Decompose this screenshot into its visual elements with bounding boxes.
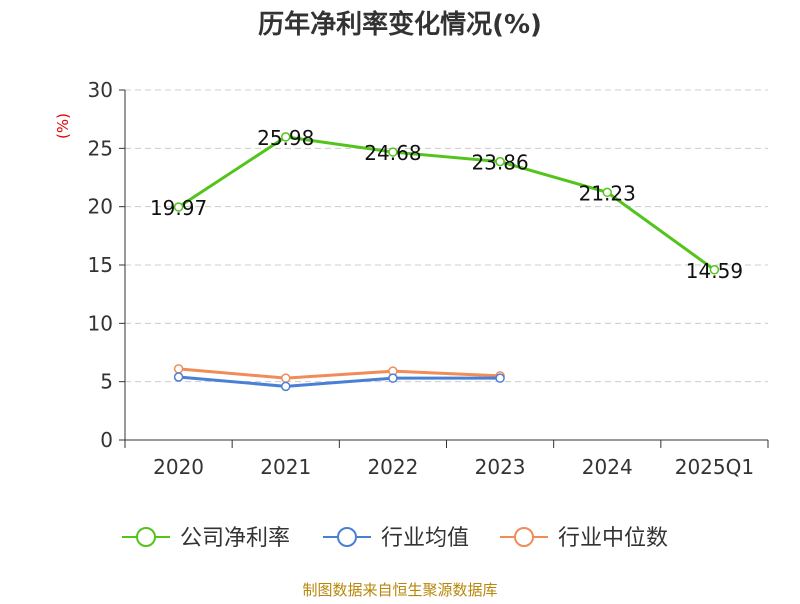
legend-label: 行业中位数 xyxy=(558,526,668,551)
x-tick-label: 2020 xyxy=(153,455,204,479)
grid-lines xyxy=(125,89,768,383)
data-point xyxy=(173,202,184,212)
data-label: 14.59 xyxy=(686,259,743,283)
axes: 0 5 10 15 20 25 30 2020 2021 2022 2023 2024 2025Q1 xyxy=(88,78,769,479)
chart-title: 历年净利率变化情况(%) xyxy=(258,9,542,40)
data-point xyxy=(388,373,398,383)
series-line-2 xyxy=(178,367,501,380)
legend-marker xyxy=(337,527,357,547)
data-label: 19.97 xyxy=(150,196,207,220)
source-note: 制图数据来自恒生聚源数据库 xyxy=(302,581,497,599)
data-point xyxy=(281,373,291,383)
legend: 公司净利率 行业均值 行业中位数 xyxy=(122,526,668,551)
y-tick-label: 30 xyxy=(88,78,113,102)
y-axis-unit: (%) xyxy=(54,113,72,139)
data-label: 23.86 xyxy=(471,151,528,175)
x-tick-label: 2025Q1 xyxy=(675,455,754,479)
data-label: 25.98 xyxy=(257,126,314,150)
y-tick-label: 20 xyxy=(88,195,113,219)
data-point xyxy=(495,156,505,167)
y-tick-label: 25 xyxy=(88,136,113,160)
data-label: 24.68 xyxy=(364,141,421,165)
legend-label: 公司净利率 xyxy=(180,526,290,551)
y-tick-label: 10 xyxy=(88,311,113,335)
data-point xyxy=(173,372,184,382)
y-tick-label: 0 xyxy=(100,428,113,452)
data-labels: 19.97 25.98 24.68 23.86 21.23 14.59 xyxy=(150,126,743,283)
data-point xyxy=(281,381,291,392)
data-point xyxy=(495,373,505,383)
x-tick-label: 2024 xyxy=(582,455,633,479)
x-tick-label: 2022 xyxy=(367,455,418,479)
data-label: 21.23 xyxy=(579,181,636,205)
data-point xyxy=(173,364,184,374)
series-lines xyxy=(173,132,720,392)
legend-label: 行业均值 xyxy=(381,526,469,551)
series-line-0 xyxy=(177,135,716,271)
data-point xyxy=(281,132,291,142)
legend-marker xyxy=(514,527,534,547)
data-point xyxy=(388,147,398,157)
legend-marker xyxy=(136,527,156,547)
series-line-1 xyxy=(178,375,501,388)
x-tick-label: 2021 xyxy=(260,455,311,479)
y-tick-label: 5 xyxy=(100,370,113,394)
x-tick-label: 2023 xyxy=(475,455,526,479)
y-tick-label: 15 xyxy=(88,253,113,277)
data-point xyxy=(709,265,720,275)
data-point xyxy=(602,187,612,198)
